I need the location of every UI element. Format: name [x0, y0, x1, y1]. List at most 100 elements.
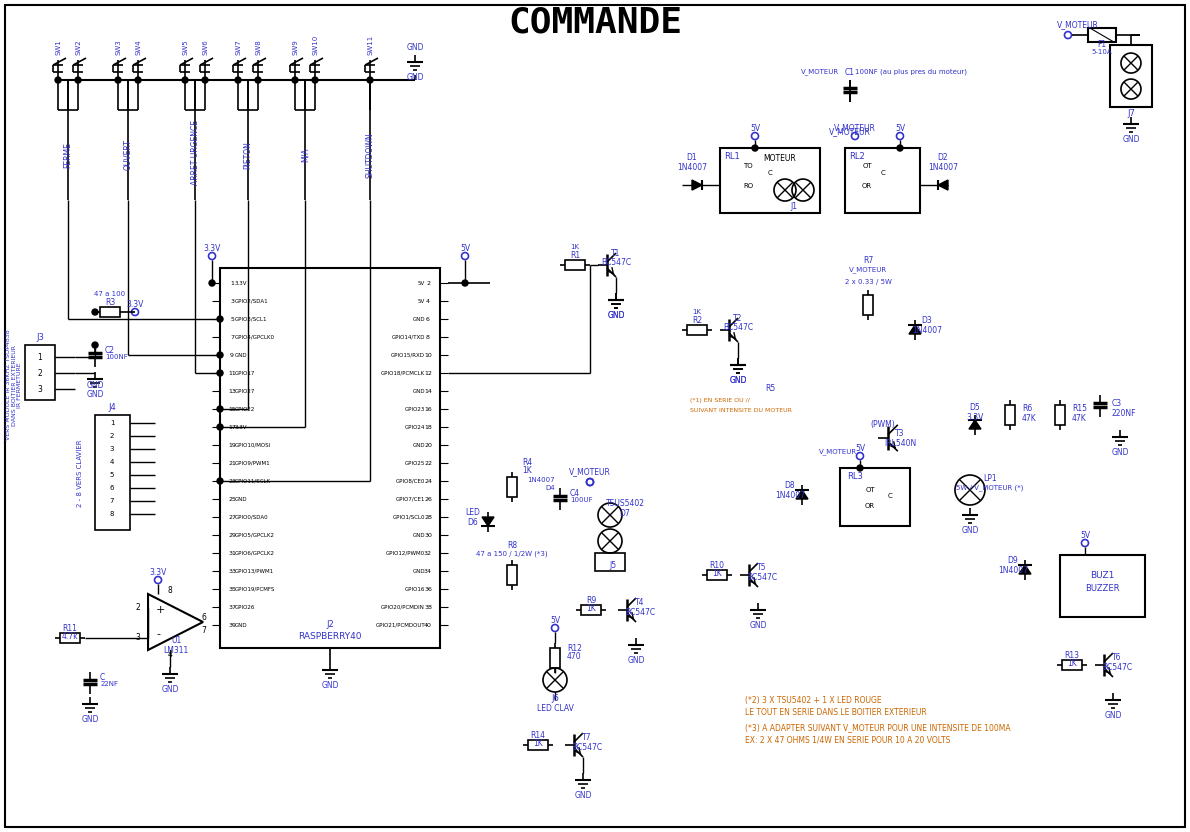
Text: SW1: SW1: [55, 39, 61, 55]
Text: GND: GND: [81, 715, 99, 724]
Text: GND: GND: [236, 353, 248, 358]
Text: GND: GND: [413, 443, 425, 448]
Polygon shape: [969, 420, 981, 429]
Text: BC547C: BC547C: [1102, 662, 1132, 671]
Text: 8: 8: [168, 586, 173, 595]
Text: 1: 1: [109, 420, 114, 426]
Text: 15: 15: [228, 407, 236, 412]
Circle shape: [217, 352, 223, 358]
Text: T7: T7: [582, 732, 591, 741]
Text: GPIO19/PCMFS: GPIO19/PCMFS: [236, 587, 275, 592]
Text: 37: 37: [228, 605, 236, 610]
Text: J4: J4: [108, 403, 115, 412]
Text: 3: 3: [109, 446, 114, 452]
Text: LED CLAV: LED CLAV: [537, 704, 574, 712]
Circle shape: [217, 406, 223, 412]
Text: J6: J6: [551, 694, 559, 702]
Text: 2: 2: [136, 602, 140, 612]
Text: 1N4007: 1N4007: [998, 566, 1028, 575]
Text: T4: T4: [635, 597, 645, 607]
Text: GPIO2/SDA1: GPIO2/SDA1: [236, 299, 269, 304]
Text: M/A: M/A: [301, 148, 309, 162]
Text: T6: T6: [1113, 652, 1122, 661]
Text: R1: R1: [570, 250, 580, 260]
Text: GPIO1/SCL0: GPIO1/SCL0: [393, 514, 425, 519]
Text: 100NF (au plus pres du moteur): 100NF (au plus pres du moteur): [854, 69, 967, 76]
Text: 9: 9: [230, 353, 234, 358]
Text: 5V: 5V: [750, 123, 760, 132]
Text: 4: 4: [168, 650, 173, 658]
Text: D8: D8: [784, 481, 795, 489]
Circle shape: [182, 77, 188, 83]
Bar: [507, 477, 516, 497]
Text: GND: GND: [413, 568, 425, 573]
Text: LE TOUT EN SERIE DANS LE BOITIER EXTERIEUR: LE TOUT EN SERIE DANS LE BOITIER EXTERIE…: [745, 707, 927, 716]
Text: GPIO23: GPIO23: [405, 407, 425, 412]
Text: SW9: SW9: [292, 39, 298, 55]
Bar: [1056, 405, 1065, 425]
Text: C: C: [881, 170, 885, 176]
Text: +: +: [156, 605, 165, 615]
Text: RL2: RL2: [850, 151, 865, 161]
Text: ARRET URGENCE: ARRET URGENCE: [190, 120, 200, 185]
Text: 1: 1: [38, 353, 43, 362]
Text: 3.3V: 3.3V: [966, 413, 984, 422]
Text: SHUTDOWN: SHUTDOWN: [365, 132, 375, 178]
Text: 2: 2: [426, 280, 430, 285]
Text: 1K: 1K: [1067, 658, 1077, 667]
Text: 1K: 1K: [522, 466, 532, 474]
Bar: [25, 345, 55, 400]
Text: (PWM): (PWM): [871, 419, 895, 428]
Text: 1K: 1K: [570, 244, 580, 250]
Text: R8: R8: [507, 541, 518, 549]
Text: 100NF: 100NF: [105, 354, 127, 360]
Text: 34: 34: [424, 568, 432, 573]
Text: GND: GND: [607, 310, 625, 319]
Bar: [840, 468, 910, 526]
Bar: [565, 260, 585, 270]
Text: GND: GND: [236, 622, 248, 627]
Bar: [1061, 660, 1082, 670]
Text: GPIO27: GPIO27: [236, 389, 256, 394]
Text: 23: 23: [228, 478, 236, 483]
Circle shape: [217, 370, 223, 376]
Text: GND: GND: [406, 72, 424, 82]
Text: 27: 27: [228, 514, 236, 519]
Text: 31: 31: [228, 551, 236, 556]
Text: V_MOTEUR: V_MOTEUR: [829, 127, 871, 136]
Text: V_MOTEUR: V_MOTEUR: [848, 267, 887, 274]
Text: 5W / V_MOTEUR (*): 5W / V_MOTEUR (*): [957, 485, 1023, 492]
Text: GND: GND: [321, 681, 339, 690]
Text: 4: 4: [426, 299, 430, 304]
Text: 18: 18: [424, 424, 432, 429]
Bar: [100, 307, 120, 317]
Text: 22NF: 22NF: [100, 681, 118, 687]
Text: FERME: FERME: [63, 142, 73, 168]
Text: GND: GND: [413, 316, 425, 321]
Text: D3: D3: [921, 315, 932, 324]
Text: 30: 30: [424, 532, 432, 537]
Text: GPIO26: GPIO26: [236, 605, 256, 610]
Text: R9: R9: [585, 596, 596, 605]
Text: GPIO15/RXD: GPIO15/RXD: [392, 353, 425, 358]
Text: 1: 1: [230, 280, 234, 285]
Polygon shape: [938, 180, 948, 190]
Text: J1: J1: [790, 201, 797, 210]
Text: J7: J7: [1127, 108, 1135, 117]
Text: GPIO8/CE0: GPIO8/CE0: [395, 478, 425, 483]
Text: -: -: [156, 629, 159, 639]
Text: 5V: 5V: [854, 443, 865, 453]
Text: GPIO4/GPCLK0: GPIO4/GPCLK0: [236, 334, 275, 339]
Text: 47 a 100: 47 a 100: [94, 291, 126, 297]
Text: J5: J5: [609, 561, 616, 570]
Text: LM311: LM311: [163, 646, 189, 655]
Text: 6: 6: [426, 316, 430, 321]
Text: BC547C: BC547C: [572, 742, 602, 751]
Text: 3: 3: [38, 384, 43, 394]
Text: GND: GND: [87, 380, 104, 389]
Bar: [863, 295, 873, 315]
Text: OR: OR: [865, 503, 875, 509]
Text: 40: 40: [424, 622, 432, 627]
Text: GND: GND: [413, 532, 425, 537]
Text: T3: T3: [895, 428, 904, 438]
